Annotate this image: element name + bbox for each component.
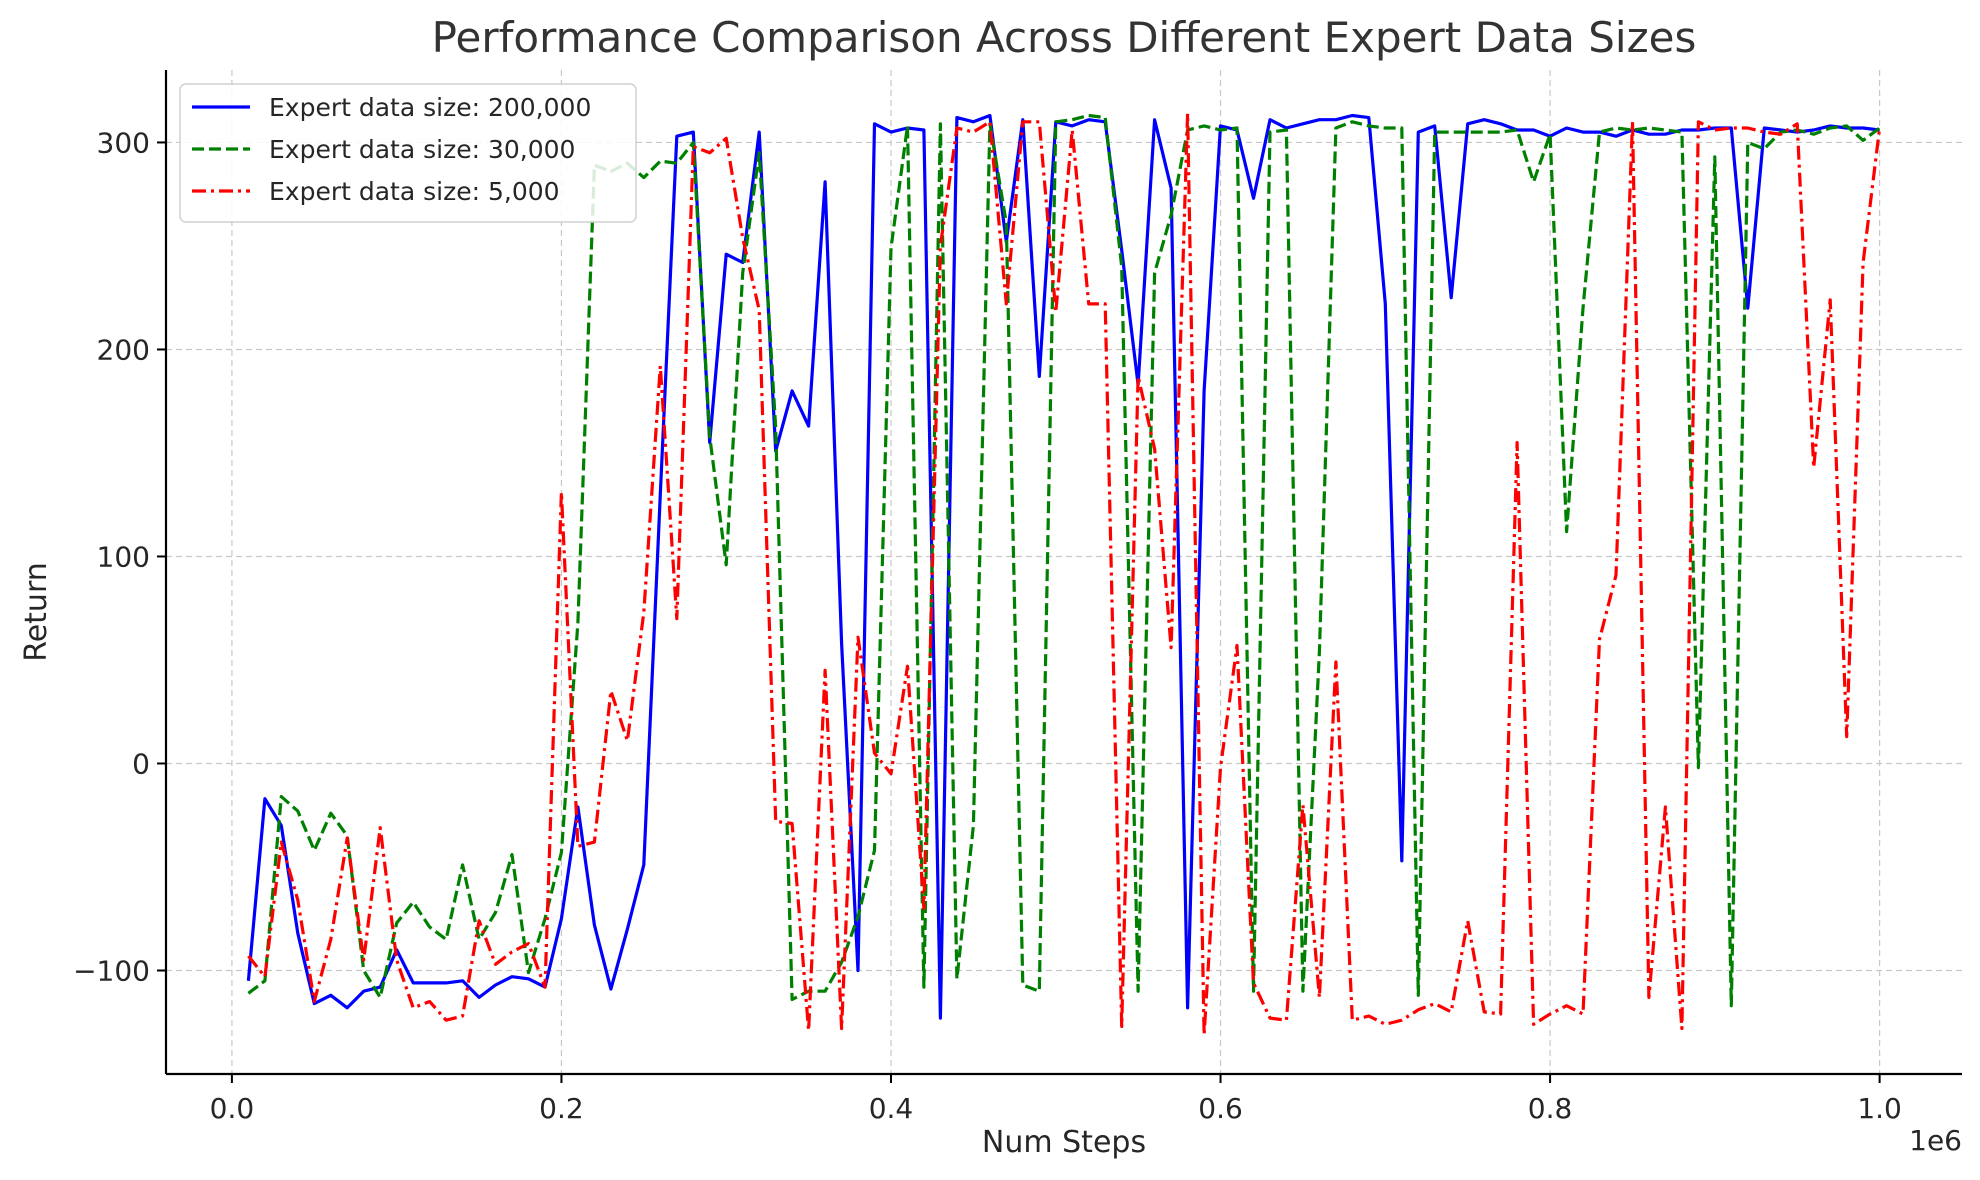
legend-label-3: Expert data size: 5,000 — [269, 177, 560, 206]
legend-box — [179, 83, 637, 223]
data-series — [246, 111, 1882, 1037]
x-tick-label: 1.0 — [1857, 1092, 1902, 1125]
y-tick-label: 100 — [97, 540, 150, 573]
series-line-1 — [246, 113, 1880, 1020]
x-tick-label: 0.2 — [539, 1092, 584, 1125]
grid-lines — [166, 70, 1962, 1074]
tick-marks: 0.0 0.2 0.4 0.6 0.8 1.0 −100 0 100 200 300 — [73, 126, 1902, 1125]
x-tick-label: 0.4 — [869, 1092, 914, 1125]
x-axis-offset-label: 1e6 — [1909, 1124, 1962, 1157]
x-tick-label: 0.0 — [210, 1092, 255, 1125]
x-tick-label: 0.6 — [1198, 1092, 1243, 1125]
x-tick-label: 0.8 — [1528, 1092, 1573, 1125]
chart-title: Performance Comparison Across Different … — [432, 13, 1697, 62]
series-line-3 — [247, 111, 1882, 1037]
y-tick-label: −100 — [73, 954, 150, 987]
y-tick-label: 200 — [97, 333, 150, 366]
legend-label-1: Expert data size: 200,000 — [269, 93, 591, 122]
y-tick-label: 0 — [132, 747, 150, 780]
y-tick-label: 300 — [97, 126, 150, 159]
axes — [164, 70, 1962, 1076]
y-axis-label: Return — [19, 562, 54, 662]
legend-label-2: Expert data size: 30,000 — [269, 135, 575, 164]
legend: Expert data size: 200,000 Expert data siz… — [179, 83, 637, 223]
series-line-2 — [247, 113, 1881, 1008]
x-axis-label: Num Steps — [982, 1125, 1146, 1160]
